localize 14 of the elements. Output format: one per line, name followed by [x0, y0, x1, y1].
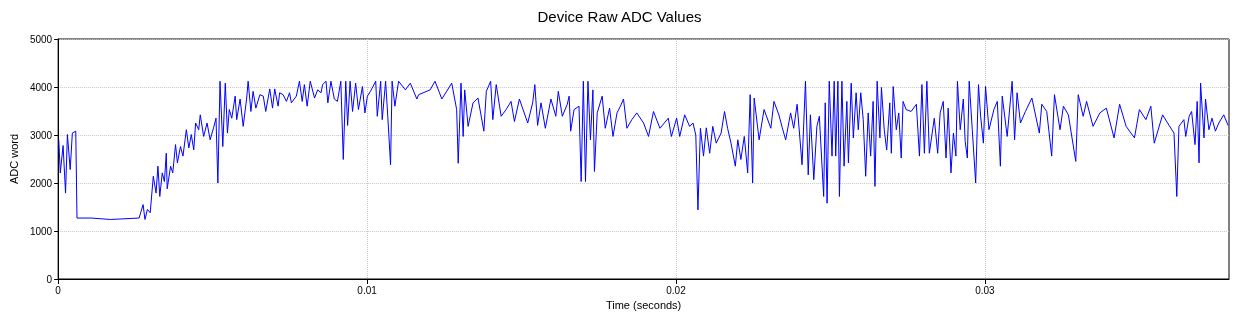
y-tick-label: 0 — [46, 273, 53, 285]
chart-title: Device Raw ADC Values — [537, 8, 702, 25]
x-tick-label: 0.03 — [975, 284, 996, 296]
y-tick-label: 1000 — [29, 225, 53, 237]
x-tick-label: 0.01 — [357, 284, 378, 296]
x-tick-label: 0.02 — [666, 284, 687, 296]
y-axis-title: ADC word — [7, 133, 20, 185]
x-tick-label: 0 — [55, 284, 62, 296]
y-tick-label: 3000 — [29, 129, 53, 141]
x-axis-title: Time (seconds) — [605, 299, 682, 312]
line-series — [58, 80, 1229, 220]
y-tick-label: 2000 — [29, 177, 53, 189]
y-tick-label: 5000 — [29, 33, 53, 45]
y-tick-label: 4000 — [29, 81, 53, 93]
